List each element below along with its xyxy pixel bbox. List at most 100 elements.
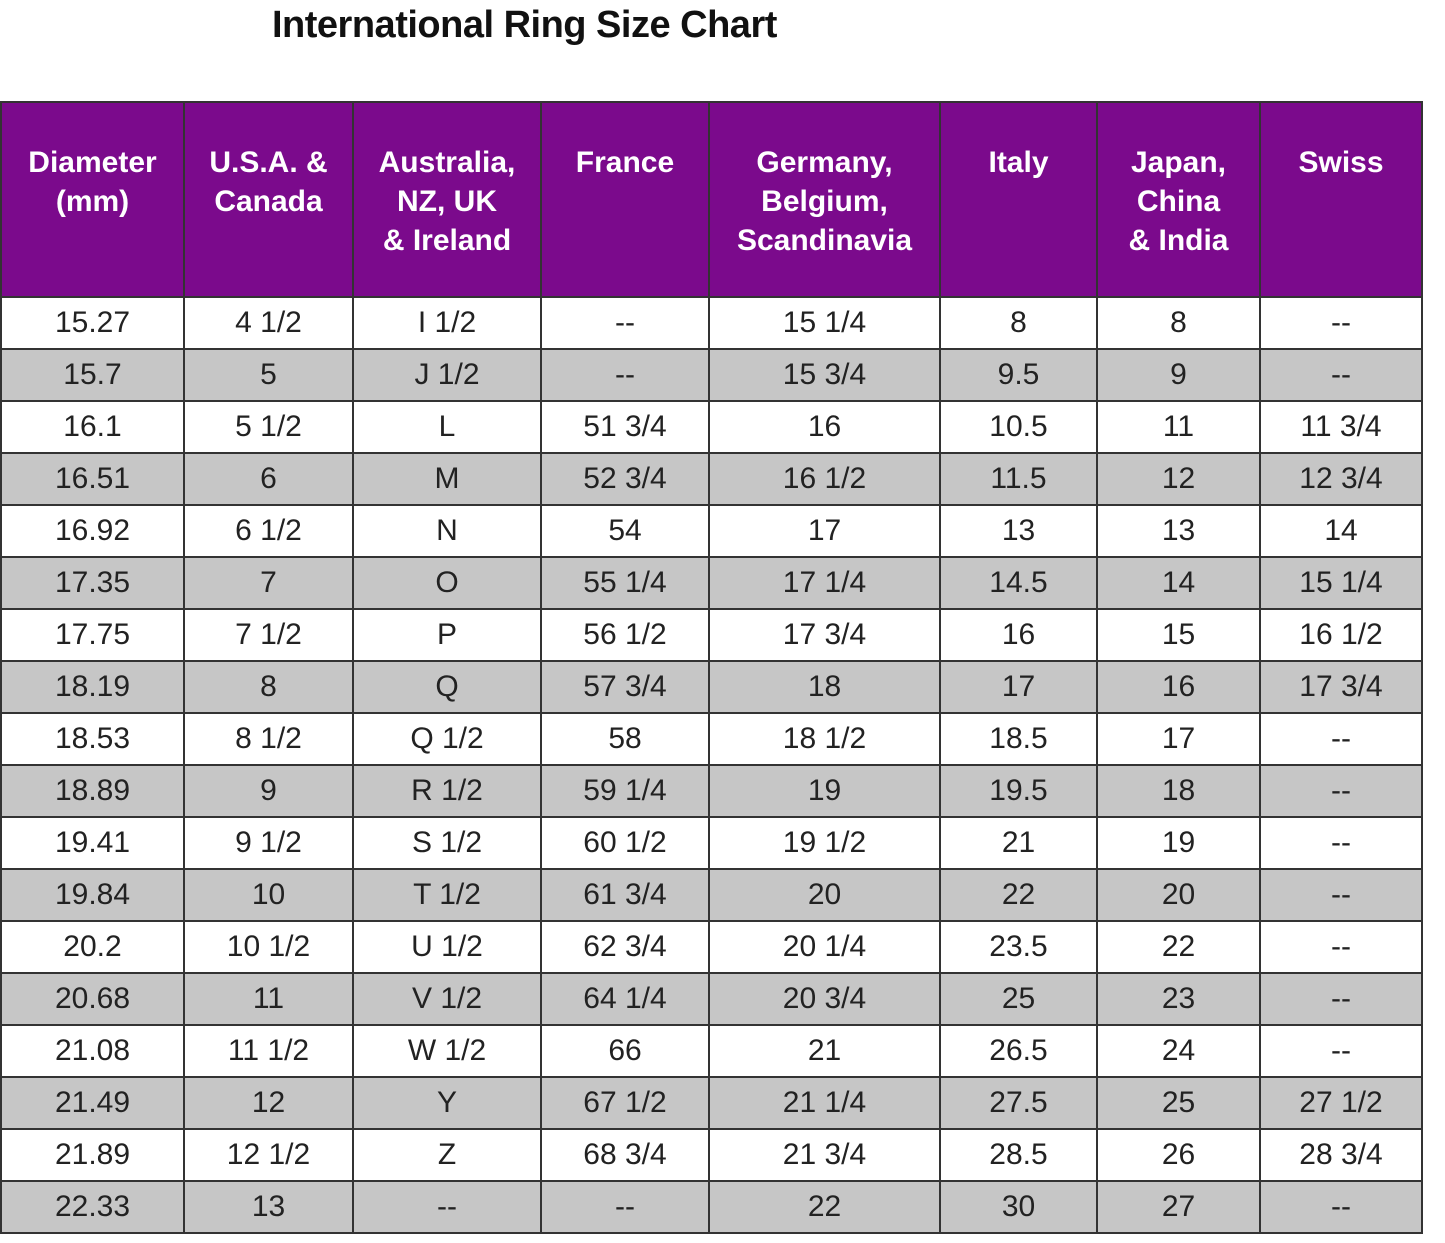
table-cell: 8 1/2 (183, 712, 354, 766)
column-header: Swiss (1259, 101, 1423, 298)
table-cell: 55 1/4 (540, 556, 710, 610)
table-cell: Q (352, 660, 542, 714)
table-cell: 14 (1259, 504, 1423, 558)
table-cell: 9 (183, 764, 354, 818)
table-cell: 24 (1096, 1024, 1261, 1078)
table-cell: 16 (1096, 660, 1261, 714)
table-cell: 20 (708, 868, 941, 922)
table-cell: 30 (939, 1180, 1098, 1234)
table-cell: 18 (1096, 764, 1261, 818)
table-cell: 27 1/2 (1259, 1076, 1423, 1130)
table-cell: 20 (1096, 868, 1261, 922)
table-cell: 13 (939, 504, 1098, 558)
table-row: 19.84 10 T 1/2 61 3/4 20 22 20 -- (0, 868, 1423, 922)
table-cell: R 1/2 (352, 764, 542, 818)
table-cell: 64 1/4 (540, 972, 710, 1026)
column-header: Germany, Belgium, Scandinavia (708, 101, 941, 298)
table-cell: 20 3/4 (708, 972, 941, 1026)
table-row: 20.68 11 V 1/2 64 1/4 20 3/4 25 23 -- (0, 972, 1423, 1026)
table-row: 21.08 11 1/2 W 1/2 66 21 26.5 24 -- (0, 1024, 1423, 1078)
ring-size-table: Diameter (mm) U.S.A. & Canada Australia, NZ, … (0, 101, 1423, 1234)
table-cell: 7 1/2 (183, 608, 354, 662)
table-row: 16.51 6 M 52 3/4 16 1/2 11.5 12 12 3/4 (0, 452, 1423, 506)
table-cell: 10 1/2 (183, 920, 354, 974)
table-row: 16.1 5 1/2 L 51 3/4 16 10.5 11 11 3/4 (0, 400, 1423, 454)
table-cell: 18.5 (939, 712, 1098, 766)
table-cell: J 1/2 (352, 348, 542, 402)
table-cell: 16.92 (0, 504, 185, 558)
table-cell: 5 1/2 (183, 400, 354, 454)
table-cell: -- (540, 348, 710, 402)
column-header: Italy (939, 101, 1098, 298)
table-cell: 20.68 (0, 972, 185, 1026)
table-cell: 8 (183, 660, 354, 714)
table-cell: 9.5 (939, 348, 1098, 402)
table-row: 17.75 7 1/2 P 56 1/2 17 3/4 16 15 16 1/2 (0, 608, 1423, 662)
table-cell: 14 (1096, 556, 1261, 610)
table-cell: -- (1259, 1024, 1423, 1078)
header-line: Germany, (756, 146, 893, 179)
table-cell: O (352, 556, 542, 610)
table-cell: -- (352, 1180, 542, 1234)
table-cell: 27 (1096, 1180, 1261, 1234)
table-cell: 12 (183, 1076, 354, 1130)
table-cell: 19.41 (0, 816, 185, 870)
table-cell: 21.89 (0, 1128, 185, 1182)
table-cell: 21.08 (0, 1024, 185, 1078)
table-cell: 17 3/4 (708, 608, 941, 662)
header-line: France (575, 146, 675, 179)
table-cell: 19 (708, 764, 941, 818)
table-cell: 15 3/4 (708, 348, 941, 402)
table-row: 20.2 10 1/2 U 1/2 62 3/4 20 1/4 23.5 22 -- (0, 920, 1423, 974)
table-cell: 16 (939, 608, 1098, 662)
header-line: Canada (214, 185, 323, 218)
header-row: Diameter (mm) U.S.A. & Canada Australia, NZ, … (0, 101, 1423, 298)
table-cell: 25 (1096, 1076, 1261, 1130)
header-line: Australia, (378, 146, 516, 179)
table-cell: 4 1/2 (183, 296, 354, 350)
table-cell: 16.51 (0, 452, 185, 506)
table-cell: 58 (540, 712, 710, 766)
table-cell: Q 1/2 (352, 712, 542, 766)
table-cell: 27.5 (939, 1076, 1098, 1130)
table-row: 21.89 12 1/2 Z 68 3/4 21 3/4 28.5 26 28 3/4 (0, 1128, 1423, 1182)
table-cell: 19.84 (0, 868, 185, 922)
table-cell: 17.75 (0, 608, 185, 662)
table-cell: 12 1/2 (183, 1128, 354, 1182)
table-cell: 17 (939, 660, 1098, 714)
table-cell: 21 1/4 (708, 1076, 941, 1130)
table-row: 19.41 9 1/2 S 1/2 60 1/2 19 1/2 21 19 -- (0, 816, 1423, 870)
table-cell: 61 3/4 (540, 868, 710, 922)
table-cell: I 1/2 (352, 296, 542, 350)
table-cell: 17 (1096, 712, 1261, 766)
table-cell: 17 (708, 504, 941, 558)
header-line: U.S.A. & (209, 146, 328, 179)
table-cell: 56 1/2 (540, 608, 710, 662)
table-cell: 68 3/4 (540, 1128, 710, 1182)
table-cell: Y (352, 1076, 542, 1130)
table-cell: 5 (183, 348, 354, 402)
table-cell: 17.35 (0, 556, 185, 610)
table-cell: 11.5 (939, 452, 1098, 506)
table-cell: M (352, 452, 542, 506)
table-cell: 28.5 (939, 1128, 1098, 1182)
table-row: 18.53 8 1/2 Q 1/2 58 18 1/2 18.5 17 -- (0, 712, 1423, 766)
table-cell: 67 1/2 (540, 1076, 710, 1130)
table-cell: 19.5 (939, 764, 1098, 818)
table-cell: 20.2 (0, 920, 185, 974)
table-cell: 18 (708, 660, 941, 714)
table-cell: 25 (939, 972, 1098, 1026)
table-cell: -- (1259, 764, 1423, 818)
table-cell: 8 (1096, 296, 1261, 350)
table-cell: 18 1/2 (708, 712, 941, 766)
table-cell: 12 3/4 (1259, 452, 1423, 506)
table-cell: 66 (540, 1024, 710, 1078)
table-cell: N (352, 504, 542, 558)
table-cell: 18.19 (0, 660, 185, 714)
table-cell: 57 3/4 (540, 660, 710, 714)
header-line: Belgium, (761, 185, 888, 218)
table-cell: T 1/2 (352, 868, 542, 922)
table-cell: 11 (183, 972, 354, 1026)
table-cell: W 1/2 (352, 1024, 542, 1078)
